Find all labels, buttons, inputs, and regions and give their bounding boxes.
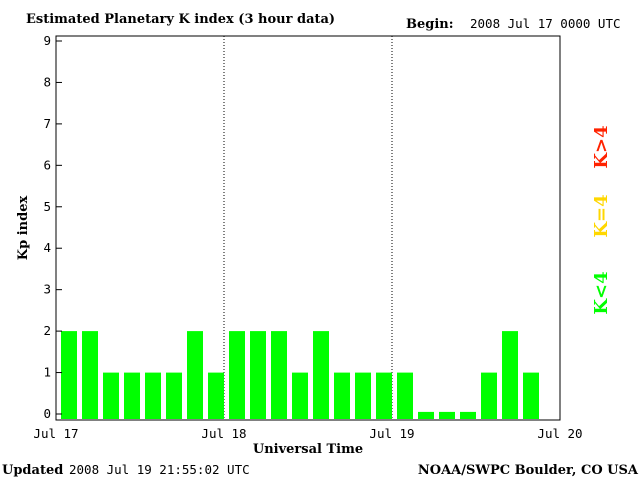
- bars: [61, 331, 539, 419]
- y-axis: 0 1 2 3 4 5 6 7 8 9: [43, 33, 62, 421]
- kp-bar: [187, 331, 203, 419]
- kp-bar: [313, 331, 329, 419]
- y-tick-label: 4: [43, 240, 51, 255]
- begin-label: Begin:: [406, 17, 454, 32]
- y-tick-label: 0: [43, 406, 51, 421]
- y-tick-label: 5: [43, 199, 51, 214]
- x-axis-label: Universal Time: [253, 442, 363, 457]
- updated-value: 2008 Jul 19 21:55:02 UTC: [69, 462, 250, 477]
- y-tick-label: 2: [43, 323, 51, 338]
- x-tick-label: Jul 17: [33, 426, 78, 441]
- kp-bar: [166, 372, 182, 419]
- plot-frame: [55, 35, 561, 421]
- kp-bar: [334, 372, 350, 419]
- x-tick-label: Jul 19: [369, 426, 414, 441]
- y-tick-label: 9: [43, 33, 51, 48]
- kp-bar: [460, 411, 476, 419]
- y-tick-label: 3: [43, 282, 51, 297]
- kp-bar: [145, 372, 161, 419]
- legend-k-greater-4: K>4: [591, 125, 612, 168]
- legend-k-equals-4: K=4: [591, 194, 612, 237]
- kp-bar: [124, 372, 140, 419]
- x-axis: Jul 17 Jul 18 Jul 19 Jul 20: [33, 426, 582, 441]
- source-credit: NOAA/SWPC Boulder, CO USA: [418, 463, 639, 478]
- kp-bar: [355, 372, 371, 419]
- legend: K<4 K=4 K>4: [591, 125, 612, 314]
- kp-bar: [61, 331, 77, 419]
- legend-k-less-4: K<4: [591, 271, 612, 314]
- kp-bar: [208, 372, 224, 419]
- y-tick-label: 7: [43, 116, 51, 131]
- kp-bar: [250, 331, 266, 419]
- kp-bar: [502, 331, 518, 419]
- x-tick-label: Jul 18: [201, 426, 246, 441]
- kp-bar: [103, 372, 119, 419]
- plot-area: 0 1 2 3 4 5 6 7 8 9 Jul 17 Jul 18 Jul 19 Jul 20: [33, 33, 582, 441]
- kp-bar: [376, 372, 392, 419]
- day-dividers: [223, 36, 393, 420]
- begin-value: 2008 Jul 17 0000 UTC: [470, 16, 621, 31]
- kp-bar: [271, 331, 287, 419]
- updated-label: Updated: [2, 463, 63, 478]
- kp-bar: [481, 372, 497, 419]
- y-axis-label: Kp index: [16, 196, 31, 261]
- kp-bar: [229, 331, 245, 419]
- kp-bar: [292, 372, 308, 419]
- kp-bar: [418, 411, 434, 419]
- kp-bar: [82, 331, 98, 419]
- y-tick-label: 6: [43, 157, 51, 172]
- y-tick-label: 8: [43, 74, 51, 89]
- x-tick-label: Jul 20: [537, 426, 582, 441]
- chart-title: Estimated Planetary K index (3 hour data…: [26, 12, 335, 27]
- kp-bar: [439, 411, 455, 419]
- kp-bar: [523, 372, 539, 419]
- y-tick-label: 1: [43, 365, 51, 380]
- kp-bar: [397, 372, 413, 419]
